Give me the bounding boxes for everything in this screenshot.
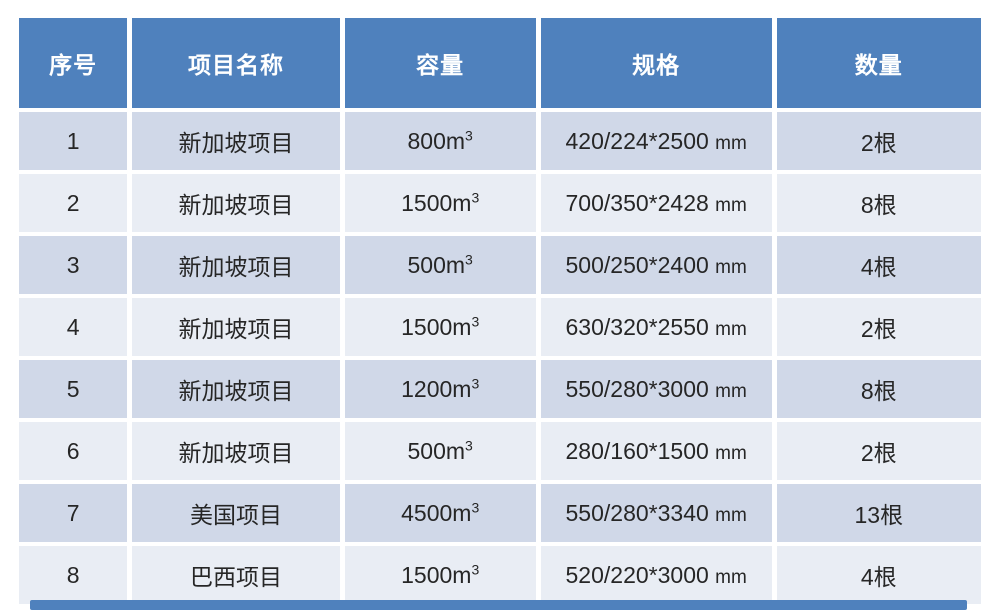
table-row: 1 新加坡项目 800m3 420/224*2500 mm 2根: [19, 112, 981, 170]
cell-capacity: 1200m3: [344, 360, 536, 418]
cell-project-name: 新加坡项目: [132, 112, 340, 170]
cell-serial: 3: [19, 236, 128, 294]
cell-project-name: 新加坡项目: [132, 360, 340, 418]
cell-project-name: 新加坡项目: [132, 174, 340, 232]
cell-serial: 6: [19, 422, 128, 480]
projects-table: 序号 项目名称 容量 规格 数量 1 新加坡项目 800m3 420/224*2500…: [14, 14, 986, 608]
table-header: 序号 项目名称 容量 规格 数量: [19, 18, 981, 108]
cell-serial: 4: [19, 298, 128, 356]
cell-quantity: 2根: [776, 112, 981, 170]
cell-quantity: 8根: [776, 174, 981, 232]
table-row: 2 新加坡项目 1500m3 700/350*2428 mm 8根: [19, 174, 981, 232]
cell-spec: 500/250*2400 mm: [540, 236, 772, 294]
cell-serial: 7: [19, 484, 128, 542]
cell-quantity: 4根: [776, 546, 981, 604]
next-row-sliver: [30, 600, 967, 610]
header-row: 序号 项目名称 容量 规格 数量: [19, 18, 981, 108]
cell-spec: 280/160*1500 mm: [540, 422, 772, 480]
cell-serial: 1: [19, 112, 128, 170]
cell-serial: 2: [19, 174, 128, 232]
cell-spec: 550/280*3000 mm: [540, 360, 772, 418]
cell-spec: 420/224*2500 mm: [540, 112, 772, 170]
table-body: 1 新加坡项目 800m3 420/224*2500 mm 2根 2 新加坡项目 1500m3…: [19, 112, 981, 604]
cell-project-name: 新加坡项目: [132, 422, 340, 480]
cell-serial: 5: [19, 360, 128, 418]
cell-quantity: 13根: [776, 484, 981, 542]
cell-project-name: 巴西项目: [132, 546, 340, 604]
cell-spec: 520/220*3000 mm: [540, 546, 772, 604]
table-row: 3 新加坡项目 500m3 500/250*2400 mm 4根: [19, 236, 981, 294]
cell-project-name: 新加坡项目: [132, 298, 340, 356]
col-header-quantity: 数量: [776, 18, 981, 108]
cell-capacity: 1500m3: [344, 546, 536, 604]
cell-capacity: 1500m3: [344, 174, 536, 232]
table-row: 8 巴西项目 1500m3 520/220*3000 mm 4根: [19, 546, 981, 604]
cell-capacity: 4500m3: [344, 484, 536, 542]
cell-spec: 700/350*2428 mm: [540, 174, 772, 232]
col-header-spec: 规格: [540, 18, 772, 108]
cell-spec: 630/320*2550 mm: [540, 298, 772, 356]
cell-capacity: 1500m3: [344, 298, 536, 356]
cell-spec: 550/280*3340 mm: [540, 484, 772, 542]
cell-capacity: 800m3: [344, 112, 536, 170]
table-row: 7 美国项目 4500m3 550/280*3340 mm 13根: [19, 484, 981, 542]
table-row: 6 新加坡项目 500m3 280/160*1500 mm 2根: [19, 422, 981, 480]
cell-quantity: 4根: [776, 236, 981, 294]
col-header-capacity: 容量: [344, 18, 536, 108]
cell-quantity: 2根: [776, 422, 981, 480]
cell-quantity: 2根: [776, 298, 981, 356]
cell-capacity: 500m3: [344, 422, 536, 480]
cell-quantity: 8根: [776, 360, 981, 418]
col-header-project-name: 项目名称: [132, 18, 340, 108]
cell-project-name: 美国项目: [132, 484, 340, 542]
cell-capacity: 500m3: [344, 236, 536, 294]
table-row: 4 新加坡项目 1500m3 630/320*2550 mm 2根: [19, 298, 981, 356]
cell-serial: 8: [19, 546, 128, 604]
col-header-serial: 序号: [19, 18, 128, 108]
cell-project-name: 新加坡项目: [132, 236, 340, 294]
table-row: 5 新加坡项目 1200m3 550/280*3000 mm 8根: [19, 360, 981, 418]
